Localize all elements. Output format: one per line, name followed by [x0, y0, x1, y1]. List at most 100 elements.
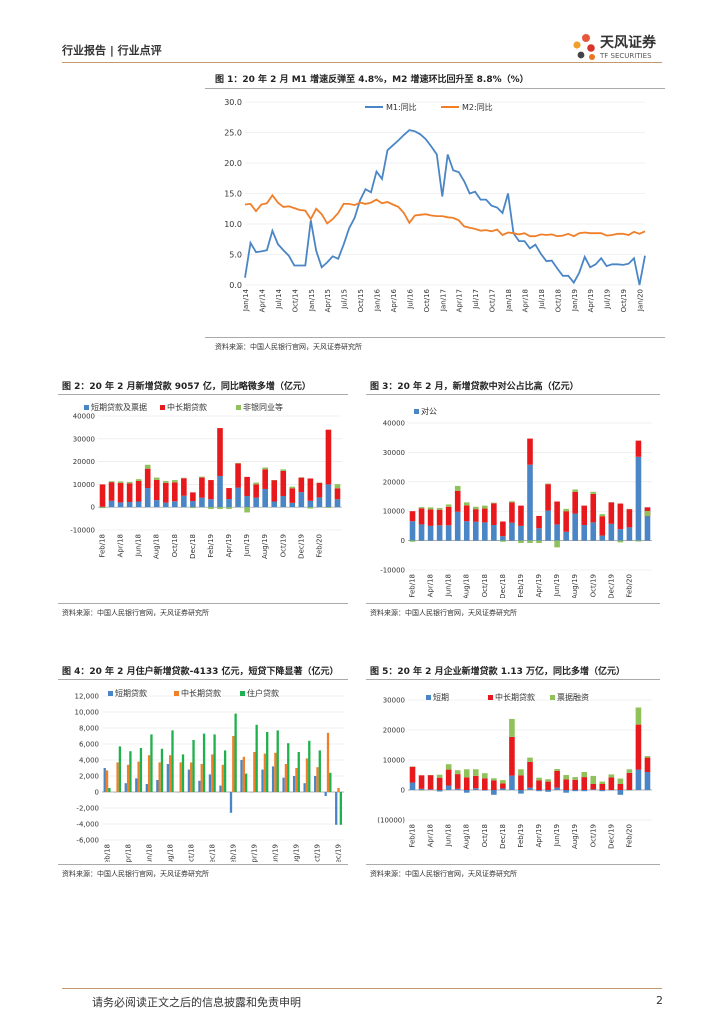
bar-对公: [445, 525, 452, 541]
bar-短期贷款及票据: [108, 500, 115, 508]
bar-短期贷款及票据: [217, 475, 223, 508]
bar-短期: [454, 788, 461, 790]
bar-短期: [436, 790, 443, 792]
bar-remainder: [617, 503, 624, 530]
bar-短期贷款: [166, 764, 170, 792]
bar-对公: [572, 513, 578, 541]
x-tick-label: Jun/19: [272, 844, 280, 862]
bar-票据融资: [572, 777, 578, 780]
figure-3-top-rule: [366, 394, 660, 395]
y-tick-label: 20.0: [224, 159, 242, 168]
bar-中长期贷款: [105, 770, 109, 792]
bar-中长期贷款: [253, 484, 259, 498]
bar-票据融资: [563, 775, 569, 780]
bar-对公: [563, 531, 569, 541]
bar-对公: [409, 521, 416, 541]
bar-非银同业等: [117, 481, 124, 484]
bar-对公: [599, 535, 606, 541]
bar-短期: [445, 785, 452, 790]
bar-住户贷款: [318, 750, 321, 792]
y-tick-label: 30000: [383, 449, 405, 457]
bar-对公: [581, 525, 588, 541]
bar-对公: [463, 521, 470, 541]
bar-住户贷款: [150, 734, 153, 792]
x-tick-label: Aug/19: [571, 824, 579, 849]
x-tick-label: Apr/18: [427, 824, 435, 847]
bar-非银同业等: [325, 507, 332, 508]
bar-非银同业等: [226, 507, 232, 510]
x-tick-label: Apr/18: [117, 534, 125, 557]
bar-中长期贷款: [617, 784, 624, 790]
figure-1-bottom-rule: [205, 337, 665, 338]
x-tick-label: Aug/19: [293, 844, 301, 862]
bar-短期贷款: [124, 783, 127, 792]
bar-短期: [509, 775, 515, 790]
bar-对公: [608, 523, 615, 541]
y-tick-label: 10,000: [75, 709, 100, 717]
x-tick-label: Feb/18: [409, 574, 417, 598]
legend-label: 非银同业等: [243, 402, 283, 412]
footer-rule: [62, 988, 662, 989]
bar-other: [436, 507, 443, 510]
bar-票据融资: [454, 770, 461, 775]
bar-other: [454, 485, 461, 491]
y-tick-label: 0: [401, 787, 405, 795]
x-tick-label: Dec/18: [208, 844, 216, 862]
bar-票据融资: [527, 757, 533, 762]
x-tick-label: Jun/19: [553, 824, 561, 847]
bar-中长期贷款: [116, 762, 119, 792]
bar-短期: [635, 769, 642, 790]
bar-other: [418, 507, 425, 509]
bar-短期贷款及票据: [226, 498, 232, 508]
bar-remainder: [418, 508, 425, 525]
bar-中长期贷款: [337, 788, 340, 792]
bar-短期: [563, 790, 569, 793]
y-tick-label: (10000): [377, 817, 405, 825]
bar-非银同业等: [99, 507, 106, 509]
bar-中长期贷款: [518, 775, 524, 790]
bar-中长期贷款: [445, 769, 452, 786]
bar-remainder: [482, 508, 488, 523]
bar-短期贷款及票据: [117, 502, 124, 508]
bar-非银同业等: [172, 480, 178, 483]
bar-中长期贷款: [244, 476, 250, 497]
figure-3-source: 资料来源：中国人民银行官网，天风证券研究所: [370, 609, 517, 617]
bar-中长期贷款: [147, 755, 151, 792]
x-tick-label: Apr/19: [535, 824, 543, 847]
x-tick-label: Aug/19: [261, 534, 269, 559]
bar-中长期贷款: [181, 478, 187, 496]
bar-票据融资: [545, 779, 551, 782]
bar-票据融资: [626, 769, 633, 773]
x-tick-label: Feb/18: [103, 844, 111, 862]
y-tick-label: 10000: [73, 481, 95, 489]
bar-remainder: [545, 484, 551, 511]
bar-短期贷款及票据: [253, 497, 259, 508]
x-tick-label: Jul/17: [472, 289, 480, 310]
x-tick-label: Aug/19: [571, 574, 579, 598]
legend-label: 对公: [421, 406, 437, 416]
bar-短期: [491, 790, 497, 795]
bar-中长期贷款: [179, 762, 182, 792]
figure-5-bottom-rule: [366, 864, 660, 865]
figure-2-bottom-rule: [58, 603, 348, 604]
bar-remainder: [599, 516, 606, 536]
bar-other: [427, 507, 434, 510]
x-tick-label: Apr/17: [456, 289, 464, 312]
bar-remainder: [436, 509, 443, 526]
x-tick-label: Apr/18: [124, 844, 132, 862]
bar-非银同业等: [153, 477, 160, 480]
bar-remainder: [590, 493, 597, 523]
tf-securities-logo-icon: [573, 34, 595, 60]
x-tick-label: Feb/19: [230, 844, 238, 862]
x-tick-label: Oct/19: [589, 824, 597, 847]
bar-other: [509, 501, 515, 503]
bar-短期贷款: [208, 774, 212, 792]
bar-非银同业等: [307, 507, 314, 509]
bar-对公: [635, 456, 642, 541]
bar-票据融资: [599, 781, 606, 784]
bar-中长期贷款: [144, 468, 151, 489]
x-tick-label: Aug/18: [166, 844, 174, 862]
bar-短期贷款及票据: [144, 488, 151, 508]
bar-短期贷款: [219, 785, 222, 792]
bar-票据融资: [518, 769, 524, 776]
